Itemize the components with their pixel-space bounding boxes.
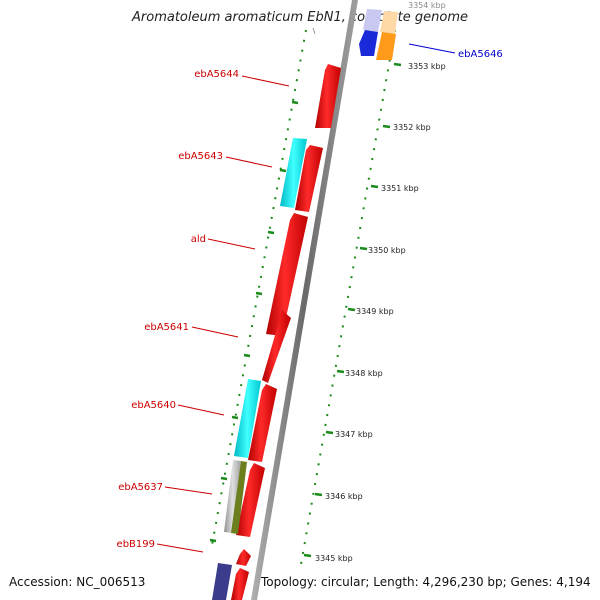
leader-ebA5640 bbox=[177, 404, 225, 416]
scale-label-3346: 3346 kbp bbox=[325, 492, 363, 501]
grey-block bbox=[224, 460, 241, 533]
scale-label-3348: 3348 kbp bbox=[345, 369, 383, 378]
scale-labels: 3354 kbp 3353 kbp 3352 kbp 3351 kbp 3350… bbox=[315, 1, 446, 563]
leader-ebB199 bbox=[156, 543, 204, 553]
feature-blocks bbox=[212, 138, 307, 600]
label-leaders bbox=[156, 43, 456, 553]
outer-ring-dotted bbox=[211, 29, 307, 546]
gene-arrow-ebA5640 bbox=[248, 384, 277, 462]
gene-label-ebB199: ebB199 bbox=[117, 539, 155, 550]
gene-arrow-ebA5637 bbox=[236, 463, 265, 537]
gene-arrow-ebA5641 bbox=[262, 310, 291, 383]
scale-label-3351: 3351 kbp bbox=[381, 184, 419, 193]
gene-arrow-ebA5644 bbox=[315, 64, 341, 128]
scale-label-3350: 3350 kbp bbox=[368, 246, 406, 255]
scale-label-3347: 3347 kbp bbox=[335, 430, 373, 439]
scale-label-3349: 3349 kbp bbox=[356, 307, 394, 316]
olive-block bbox=[231, 461, 247, 534]
top-mark bbox=[312, 27, 316, 35]
navy-block bbox=[212, 563, 232, 600]
gene-label-ald: ald bbox=[191, 234, 206, 245]
gene-arrow-ebA5643 bbox=[295, 145, 323, 212]
gene-arrow-ebB199 bbox=[236, 549, 251, 566]
leader-ebA5646 bbox=[408, 43, 456, 54]
orange-arrow bbox=[376, 32, 396, 60]
accession-text: Accession: NC_006513 bbox=[9, 575, 146, 589]
gene-label-ebA5646: ebA5646 bbox=[458, 49, 503, 60]
genome-summary-text: Topology: circular; Length: 4,296,230 bp… bbox=[261, 575, 591, 589]
outer-ring-ticks bbox=[209, 100, 299, 543]
top-features bbox=[359, 9, 398, 60]
gene-arrows bbox=[231, 64, 341, 600]
blue-arrow bbox=[359, 30, 378, 56]
gene-arrow-partial-bottom bbox=[231, 568, 249, 600]
scale-ring-dotted bbox=[299, 29, 396, 571]
scale-label-3345: 3345 kbp bbox=[315, 554, 353, 563]
scale-label-3354: 3354 kbp bbox=[408, 1, 446, 10]
peach-block bbox=[380, 11, 398, 34]
scale-label-3352: 3352 kbp bbox=[393, 123, 431, 132]
gene-label-ebA5641: ebA5641 bbox=[144, 322, 189, 333]
leader-ebA5644 bbox=[241, 75, 290, 87]
gene-label-ebA5644: ebA5644 bbox=[194, 69, 239, 80]
scale-ring-ticks bbox=[303, 62, 402, 558]
leader-ald bbox=[207, 238, 256, 250]
gene-label-ebA5637: ebA5637 bbox=[118, 482, 163, 493]
scale-label-3353: 3353 kbp bbox=[408, 62, 446, 71]
gene-label-ebA5643: ebA5643 bbox=[178, 151, 223, 162]
gene-arrow-ald bbox=[266, 213, 308, 336]
lavender-block bbox=[363, 9, 382, 32]
backbone bbox=[251, 0, 358, 600]
leader-ebA5643 bbox=[225, 156, 273, 168]
gene-label-ebA5640: ebA5640 bbox=[131, 400, 176, 411]
cyan-block-upper bbox=[280, 138, 307, 208]
leader-ebA5637 bbox=[164, 486, 213, 495]
gene-labels: ebA5646 ebA5644 ebA5643 ald ebA5641 ebA5… bbox=[117, 49, 503, 550]
cyan-block-lower bbox=[234, 379, 261, 458]
leader-ebA5641 bbox=[191, 326, 239, 338]
